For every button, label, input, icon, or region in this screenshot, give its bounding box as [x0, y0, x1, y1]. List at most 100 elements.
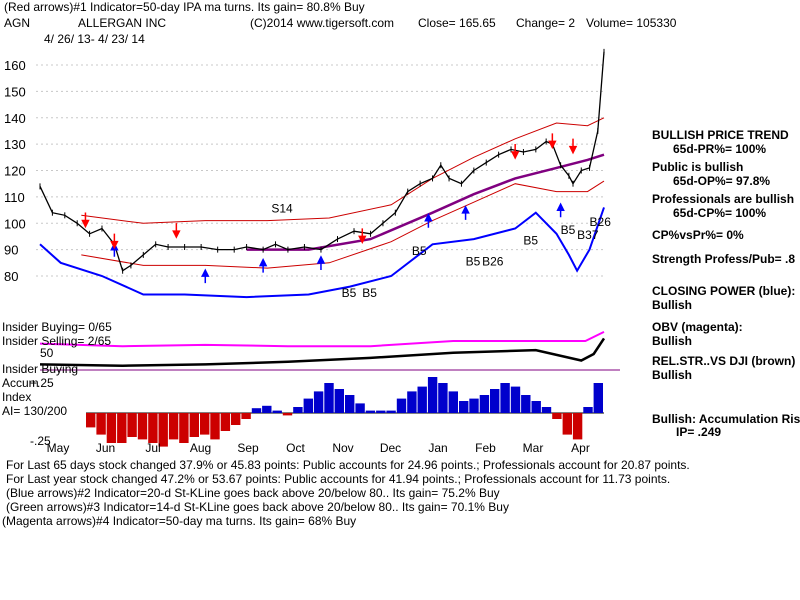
sell-arrow [548, 133, 557, 150]
accum-bar [365, 410, 376, 413]
accumulation-bars [86, 377, 604, 447]
upper-band [81, 117, 605, 224]
sell-arrow [510, 143, 520, 160]
sell-arrow [358, 228, 367, 245]
month-label: Jul [145, 441, 160, 455]
accum-bar [490, 389, 500, 413]
accum-bar [469, 398, 479, 413]
price-series [39, 51, 605, 272]
obv-series [39, 331, 605, 348]
insider-buying-label: Insider Buying [2, 362, 79, 376]
month-label: May [47, 441, 70, 455]
closing-power-series [39, 207, 605, 299]
month-label: Nov [332, 441, 353, 455]
buy-arrow [556, 202, 565, 218]
accum-bar [179, 413, 189, 443]
strength-ratio: Strength Profess/Pub= .8 [652, 252, 796, 266]
close-value: Close= 165.65 [418, 16, 496, 30]
accum-bar [593, 383, 603, 413]
month-label: Oct [286, 441, 305, 455]
signal-label: B5 [561, 223, 576, 237]
signal-label: B5 [342, 286, 357, 300]
accum-bar [376, 410, 386, 413]
company-name: ALLERGAN INC [78, 16, 167, 30]
accum-bar [583, 407, 593, 413]
accum-bar [417, 386, 427, 413]
relative-strength-line [39, 337, 606, 367]
accum-bar [96, 413, 106, 435]
accum-bar [479, 395, 490, 413]
copyright-label: (C)2014 www.tigersoft.com [250, 16, 395, 30]
rel-strength-tick-50: 50 [40, 346, 54, 360]
month-label: Aug [190, 441, 211, 455]
obv-label: OBV (magenta): [652, 320, 743, 334]
rel-strength-status: Bullish [652, 368, 693, 382]
buy-arrow [110, 242, 119, 257]
accum-bar [324, 383, 334, 413]
accum-bar [189, 413, 199, 437]
accum-bar [396, 398, 407, 413]
signal-label: B37 [577, 228, 599, 242]
signal-label: S14 [271, 202, 293, 216]
signal-arrows [81, 133, 578, 284]
accum-bar [572, 413, 583, 440]
date-range: 4/ 26/ 13- 4/ 23/ 14 [44, 32, 145, 46]
closing-power-line [39, 207, 605, 299]
moving-average-line [246, 153, 605, 251]
accum-label: Accum [2, 376, 39, 390]
insider-buying-ratio: Insider Buying= 0/65 [2, 320, 112, 334]
month-label: Mar [523, 441, 544, 455]
accumulation-status: Bullish: Accumulation Risi [652, 412, 800, 426]
trend-title: BULLISH PRICE TREND [652, 128, 789, 142]
price-tick-label: 90 [4, 243, 18, 258]
price-tick-label: 140 [4, 111, 26, 126]
accum-bar [86, 413, 96, 428]
sell-arrow [172, 223, 181, 239]
buy-arrow [461, 205, 470, 220]
month-label: Sep [237, 441, 259, 455]
rel-strength-series [39, 337, 606, 367]
sell-arrow [110, 233, 119, 250]
accum-bar [106, 413, 117, 443]
lower-band [81, 180, 605, 269]
public-status: Public is bullish [652, 160, 744, 174]
accum-bar [220, 413, 231, 431]
accum-bar [127, 413, 137, 437]
month-label: Jan [428, 441, 447, 455]
price-line [39, 48, 605, 274]
closing-power-label: CLOSING POWER (blue): [652, 284, 796, 298]
price-tick-label: 110 [4, 190, 25, 205]
ticker-symbol: AGN [4, 16, 31, 30]
op-percent: 65d-OP%= 97.8% [673, 174, 771, 188]
accum-bar [158, 413, 168, 447]
month-label: Jun [96, 441, 115, 455]
obv-status: Bullish [652, 334, 693, 348]
accum-bar [231, 413, 241, 425]
accum-bar [262, 405, 272, 413]
accum-bar [251, 408, 262, 413]
insider-selling-ratio: Insider Selling= 2/65 [2, 334, 112, 348]
month-label: Feb [475, 441, 496, 455]
accum-tick-plus25: +.25 [30, 376, 54, 390]
obv-line [39, 331, 605, 348]
accum-bar [448, 391, 458, 413]
accum-bar [562, 413, 572, 435]
accum-tick-minus25: -.25 [30, 434, 51, 448]
signal-label: B5 [466, 254, 481, 268]
red-arrows-indicator-header: (Red arrows)#1 Indicator=50-day IPA ma t… [4, 0, 365, 14]
price-tick-label: 100 [4, 216, 26, 231]
ai-value: AI= 130/200 [2, 404, 68, 418]
accum-bar [355, 403, 365, 413]
accum-bar [510, 386, 521, 413]
buy-arrow [201, 268, 210, 284]
accum-bar [148, 413, 158, 443]
accum-bar [500, 383, 510, 413]
accum-bar [293, 407, 303, 413]
ip-value: IP= .249 [676, 425, 722, 439]
footer-last-year: For Last year stock changed 47.2% or 53.… [6, 472, 671, 486]
sell-arrow [81, 212, 90, 229]
closing-power-status: Bullish [652, 298, 693, 312]
sell-arrow [568, 138, 578, 155]
